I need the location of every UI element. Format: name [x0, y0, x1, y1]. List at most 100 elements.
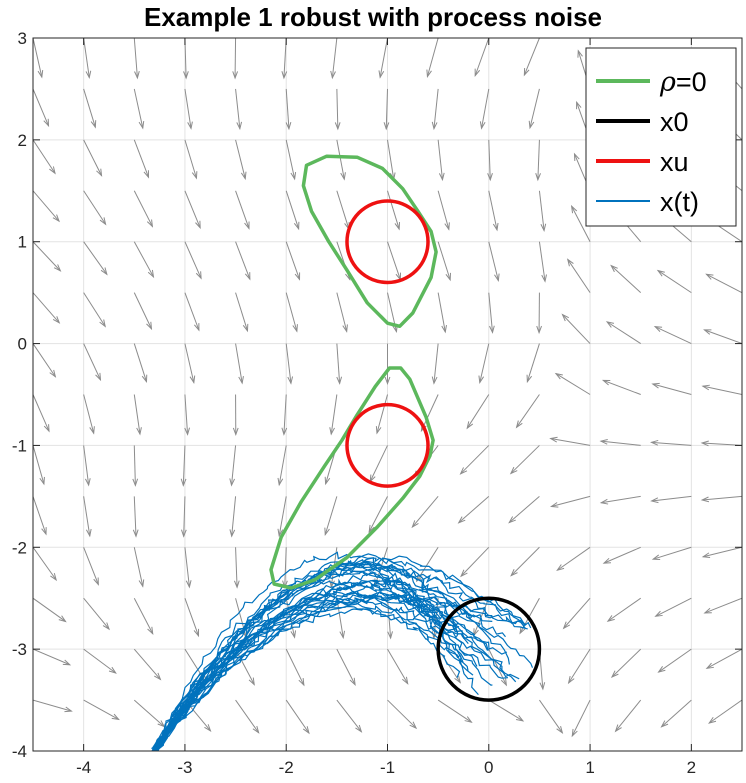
quiver-arrow — [277, 496, 287, 538]
quiver-arrow — [650, 495, 692, 504]
quiver-arrow — [235, 88, 243, 131]
rho-contour-lower — [269, 366, 435, 590]
quiver-arrow — [235, 190, 250, 230]
quiver-arrow — [184, 598, 200, 638]
quiver-arrow — [235, 241, 251, 281]
quiver-arrow — [741, 750, 742, 751]
quiver-arrow — [535, 139, 541, 182]
chart-title: Example 1 robust with process noise — [143, 2, 603, 32]
quiver-arrow — [523, 38, 540, 77]
quiver-arrow — [387, 699, 418, 730]
y-tick-label: -2 — [12, 538, 27, 557]
trajectory-line — [157, 565, 493, 750]
quiver-arrow — [567, 648, 591, 685]
quiver-arrow — [180, 445, 187, 487]
quiver-arrow — [526, 343, 540, 384]
trajectory-line — [155, 557, 532, 751]
quiver-arrow — [285, 292, 298, 333]
quiver-arrow — [33, 750, 36, 751]
quiver-arrow — [488, 750, 491, 751]
x0-circle — [436, 596, 542, 702]
quiver-arrow — [378, 38, 388, 79]
quiver-arrow — [33, 597, 67, 623]
quiver-arrow — [602, 546, 641, 564]
quiver-arrow — [133, 38, 140, 80]
quiver-arrow — [651, 546, 692, 561]
legend: ρ=0 x0 xu x(t) — [585, 47, 737, 227]
trajectory-line — [151, 608, 469, 749]
quiver-arrow — [329, 394, 338, 436]
y-tick-label: 0 — [18, 335, 27, 354]
quiver-arrow — [657, 648, 692, 673]
quiver-arrow — [133, 139, 150, 179]
quiver-arrow — [134, 750, 136, 751]
circle-group — [345, 199, 542, 702]
quiver-arrow — [599, 495, 641, 505]
y-tick-label: 2 — [18, 131, 27, 150]
quiver-arrow — [474, 38, 490, 77]
quiver-arrow — [653, 326, 692, 345]
y-tick-label: 3 — [18, 29, 27, 48]
quiver-arrow — [33, 394, 50, 433]
quiver-arrow — [488, 292, 495, 334]
quiver-arrow — [460, 546, 490, 578]
quiver-arrow — [83, 547, 99, 586]
x-tick-label: 0 — [484, 758, 493, 777]
quiver-arrow — [324, 496, 338, 537]
quiver-arrow — [437, 241, 451, 282]
quiver-arrow — [229, 445, 237, 487]
legend-label: ρ=0 — [659, 67, 707, 98]
quiver-arrow — [133, 241, 155, 279]
quiver-arrow — [431, 343, 439, 385]
x-tick-label: -3 — [177, 758, 192, 777]
quiver-arrow — [133, 547, 145, 588]
quiver-arrow — [431, 88, 439, 131]
quiver-arrow — [539, 699, 564, 735]
quiver-arrow — [411, 496, 439, 529]
quiver-arrow — [285, 88, 292, 131]
trajectory-line — [157, 594, 508, 751]
x-tick-label: 1 — [585, 758, 594, 777]
quiver-arrow — [180, 496, 187, 538]
quiver-arrow — [437, 292, 447, 334]
quiver-arrow — [570, 204, 591, 242]
quiver-arrow — [488, 699, 525, 722]
quiver-arrow — [133, 648, 162, 681]
quiver-arrow — [83, 394, 95, 435]
xu-circle-upper — [345, 199, 430, 285]
quiver-arrow — [610, 648, 642, 678]
quiver-arrow — [277, 445, 287, 487]
quiver-arrow — [701, 384, 742, 395]
y-tick-label: -1 — [12, 436, 27, 455]
quiver-arrow — [700, 495, 742, 503]
x-tick-label: -2 — [279, 758, 294, 777]
quiver-arrow — [184, 88, 193, 130]
quiver-arrow — [660, 699, 692, 728]
quiver-arrow — [387, 190, 401, 231]
quiver-arrow — [184, 343, 196, 384]
quiver-arrow — [554, 372, 591, 395]
quiver-arrow — [336, 139, 346, 181]
quiver-arrow — [640, 750, 641, 751]
quiver-arrow — [703, 329, 742, 345]
quiver-arrow — [566, 258, 591, 293]
rho-contour-group — [269, 154, 438, 590]
quiver-arrow — [33, 292, 61, 324]
legend-label: x0 — [660, 107, 689, 137]
y-tick-label: -3 — [12, 640, 27, 659]
quiver-arrow — [538, 190, 547, 232]
quiver-arrow — [599, 438, 641, 446]
quiver-arrow — [232, 38, 239, 80]
quiver-arrow — [33, 343, 57, 378]
x-tick-label: 2 — [687, 758, 696, 777]
quiver-arrow — [488, 648, 507, 687]
quiver-arrow — [488, 241, 500, 282]
quiver-arrow — [703, 597, 742, 614]
quiver-arrow — [509, 445, 540, 475]
legend-label: x(t) — [660, 187, 699, 217]
rho-contour-upper — [301, 154, 438, 329]
quiver-arrow — [705, 273, 742, 294]
quiver-arrow — [83, 241, 108, 276]
quiver-arrow — [384, 343, 391, 386]
